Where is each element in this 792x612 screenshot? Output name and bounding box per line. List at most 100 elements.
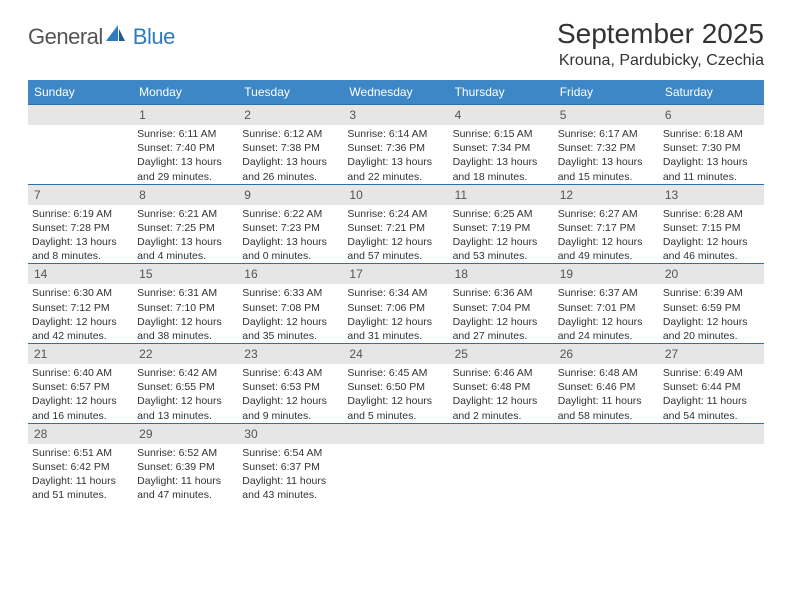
day-number: 22 [133, 344, 238, 365]
day-number: 28 [28, 423, 133, 444]
day-cell [659, 444, 764, 503]
day-cell: Sunrise: 6:22 AMSunset: 7:23 PMDaylight:… [238, 205, 343, 264]
sunrise-text: Sunrise: 6:22 AM [242, 207, 339, 221]
calendar-table: Sunday Monday Tuesday Wednesday Thursday… [28, 80, 764, 502]
daylight-text: Daylight: 13 hours and 11 minutes. [663, 155, 760, 183]
day-info: Sunrise: 6:37 AMSunset: 7:01 PMDaylight:… [554, 284, 659, 343]
daylight-text: Daylight: 11 hours and 43 minutes. [242, 474, 339, 502]
sunrise-text: Sunrise: 6:33 AM [242, 286, 339, 300]
sunrise-text: Sunrise: 6:46 AM [453, 366, 550, 380]
daynum-row: 123456 [28, 105, 764, 126]
day-cell: Sunrise: 6:54 AMSunset: 6:37 PMDaylight:… [238, 444, 343, 503]
daylight-text: Daylight: 12 hours and 27 minutes. [453, 315, 550, 343]
daylight-text: Daylight: 13 hours and 18 minutes. [453, 155, 550, 183]
sunrise-text: Sunrise: 6:24 AM [347, 207, 444, 221]
weekday-header: Thursday [449, 80, 554, 105]
daylight-text: Daylight: 12 hours and 31 minutes. [347, 315, 444, 343]
day-info: Sunrise: 6:45 AMSunset: 6:50 PMDaylight:… [343, 364, 448, 423]
day-number: 27 [659, 344, 764, 365]
daylight-text: Daylight: 13 hours and 29 minutes. [137, 155, 234, 183]
sunset-text: Sunset: 6:57 PM [32, 380, 129, 394]
day-number: 9 [238, 184, 343, 205]
sunset-text: Sunset: 7:04 PM [453, 301, 550, 315]
day-info: Sunrise: 6:19 AMSunset: 7:28 PMDaylight:… [28, 205, 133, 264]
day-info: Sunrise: 6:12 AMSunset: 7:38 PMDaylight:… [238, 125, 343, 184]
brand-sail-icon [105, 23, 127, 48]
sunrise-text: Sunrise: 6:12 AM [242, 127, 339, 141]
day-cell: Sunrise: 6:45 AMSunset: 6:50 PMDaylight:… [343, 364, 448, 423]
day-number: 2 [238, 105, 343, 126]
week-info-row: Sunrise: 6:30 AMSunset: 7:12 PM Daylight:… [28, 284, 764, 343]
daynum-row: 14151617181920 [28, 264, 764, 285]
day-info: Sunrise: 6:25 AMSunset: 7:19 PMDaylight:… [449, 205, 554, 264]
day-info: Sunrise: 6:34 AMSunset: 7:06 PMDaylight:… [343, 284, 448, 343]
day-cell: Sunrise: 6:49 AMSunset: 6:44 PMDaylight:… [659, 364, 764, 423]
weekday-header: Wednesday [343, 80, 448, 105]
sunrise-text: Sunrise: 6:42 AM [137, 366, 234, 380]
weekday-header: Tuesday [238, 80, 343, 105]
day-cell: Sunrise: 6:28 AMSunset: 7:15 PMDaylight:… [659, 205, 764, 264]
sunrise-text: Sunrise: 6:30 AM [32, 286, 129, 300]
sunset-text: Sunset: 6:53 PM [242, 380, 339, 394]
sunset-text: Sunset: 7:10 PM [137, 301, 234, 315]
day-number: 8 [133, 184, 238, 205]
daylight-text: Daylight: 12 hours and 2 minutes. [453, 394, 550, 422]
sunset-text: Sunset: 6:48 PM [453, 380, 550, 394]
day-info [449, 444, 554, 446]
day-cell: Sunrise: 6:48 AMSunset: 6:46 PMDaylight:… [554, 364, 659, 423]
day-number: 20 [659, 264, 764, 285]
day-info: Sunrise: 6:14 AMSunset: 7:36 PMDaylight:… [343, 125, 448, 184]
sunrise-text: Sunrise: 6:15 AM [453, 127, 550, 141]
day-number: 21 [28, 344, 133, 365]
weekday-header: Sunday [28, 80, 133, 105]
day-cell: Sunrise: 6:40 AMSunset: 6:57 PMDaylight:… [28, 364, 133, 423]
sunrise-text: Sunrise: 6:25 AM [453, 207, 550, 221]
daylight-text: Daylight: 12 hours and 20 minutes. [663, 315, 760, 343]
sunset-text: Sunset: 7:19 PM [453, 221, 550, 235]
day-number: 17 [343, 264, 448, 285]
page-header: General Blue September 2025 Krouna, Pard… [28, 18, 764, 70]
daylight-text: Daylight: 11 hours and 54 minutes. [663, 394, 760, 422]
sunset-text: Sunset: 7:12 PM [32, 301, 129, 315]
day-number: 13 [659, 184, 764, 205]
day-cell: Sunrise: 6:15 AMSunset: 7:34 PMDaylight:… [449, 125, 554, 184]
daylight-text: Daylight: 11 hours and 51 minutes. [32, 474, 129, 502]
weekday-header: Saturday [659, 80, 764, 105]
sunset-text: Sunset: 7:28 PM [32, 221, 129, 235]
day-cell: Sunrise: 6:31 AMSunset: 7:10 PMDaylight:… [133, 284, 238, 343]
sunrise-text: Sunrise: 6:36 AM [453, 286, 550, 300]
day-number: 18 [449, 264, 554, 285]
daynum-row: 21222324252627 [28, 344, 764, 365]
day-number: 14 [28, 264, 133, 285]
day-info: Sunrise: 6:54 AMSunset: 6:37 PMDaylight:… [238, 444, 343, 503]
sunset-text: Sunset: 6:50 PM [347, 380, 444, 394]
sunset-text: Sunset: 7:38 PM [242, 141, 339, 155]
day-info: Sunrise: 6:18 AMSunset: 7:30 PMDaylight:… [659, 125, 764, 184]
day-info: Sunrise: 6:22 AMSunset: 7:23 PMDaylight:… [238, 205, 343, 264]
location-text: Krouna, Pardubicky, Czechia [557, 52, 764, 70]
sunrise-text: Sunrise: 6:52 AM [137, 446, 234, 460]
day-cell: Sunrise: 6:37 AMSunset: 7:01 PMDaylight:… [554, 284, 659, 343]
sunrise-text: Sunrise: 6:14 AM [347, 127, 444, 141]
sunset-text: Sunset: 6:59 PM [663, 301, 760, 315]
day-info: Sunrise: 6:17 AMSunset: 7:32 PMDaylight:… [554, 125, 659, 184]
day-cell [28, 125, 133, 184]
day-number: 26 [554, 344, 659, 365]
page-title: September 2025 [557, 18, 764, 50]
sunset-text: Sunset: 6:39 PM [137, 460, 234, 474]
weekday-header: Friday [554, 80, 659, 105]
sunset-text: Sunset: 7:36 PM [347, 141, 444, 155]
day-number: 5 [554, 105, 659, 126]
daylight-text: Daylight: 13 hours and 26 minutes. [242, 155, 339, 183]
sunrise-text: Sunrise: 6:39 AM [663, 286, 760, 300]
day-number: 19 [554, 264, 659, 285]
day-number: 6 [659, 105, 764, 126]
week-info-row: Sunrise: 6:19 AMSunset: 7:28 PMDaylight:… [28, 205, 764, 264]
brand-text-blue: Blue [133, 24, 175, 50]
day-info: Sunrise: 6:52 AMSunset: 6:39 PMDaylight:… [133, 444, 238, 503]
title-block: September 2025 Krouna, Pardubicky, Czech… [557, 18, 764, 70]
weekday-header: Monday [133, 80, 238, 105]
daylight-text: Daylight: 12 hours and 5 minutes. [347, 394, 444, 422]
day-number [659, 423, 764, 444]
sunrise-text: Sunrise: 6:43 AM [242, 366, 339, 380]
